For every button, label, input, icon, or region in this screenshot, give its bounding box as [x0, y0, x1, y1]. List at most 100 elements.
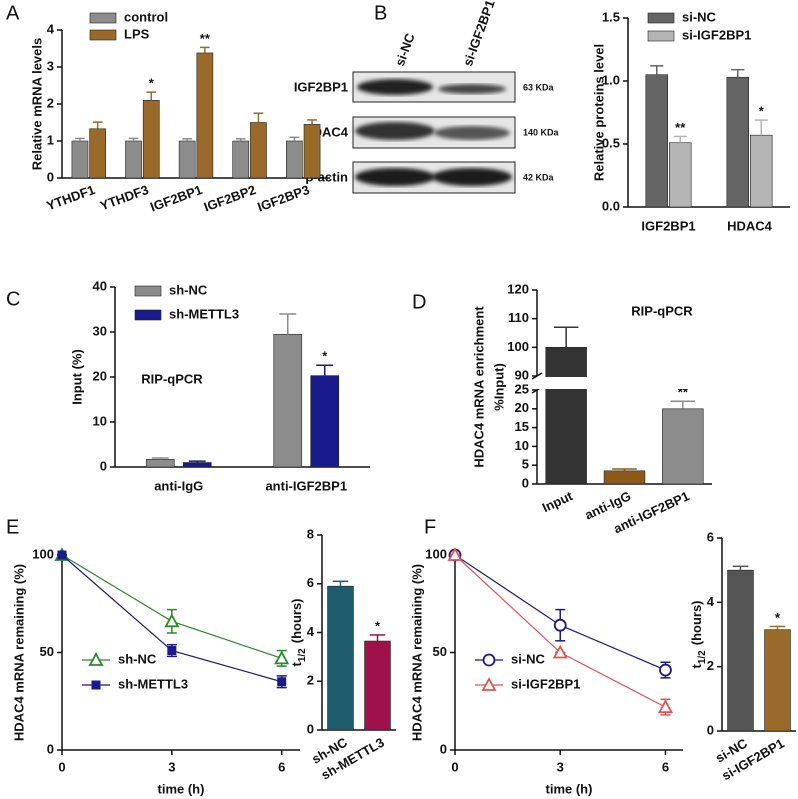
y-axis-label-subscript: 1/2 — [697, 650, 708, 664]
y-tick-label: 0.5 — [602, 135, 620, 150]
x-tick-label: anti-IgG — [154, 478, 203, 493]
panel-letter: B — [374, 2, 387, 24]
y-tick-label: 50 — [433, 644, 447, 659]
marker — [657, 699, 673, 713]
y-axis-label-unit: (hours) — [289, 598, 304, 643]
x-tick-label: 0 — [451, 759, 458, 774]
error-bar — [200, 46, 210, 53]
y-tick-label: 0 — [100, 458, 107, 473]
x-tick-label: 6 — [662, 759, 669, 774]
bar — [232, 140, 250, 179]
y-axis-label-main: t — [289, 662, 304, 667]
y-tick-label: 25 — [515, 381, 529, 396]
error-bar — [253, 112, 264, 123]
legend-label: si-IGF2BP1 — [682, 27, 751, 42]
blot-band — [434, 126, 510, 140]
x-axis-label: time (h) — [158, 781, 205, 796]
error-bar — [332, 580, 349, 587]
legend-label: sh-NC — [169, 282, 208, 297]
y-tick-label: 0 — [522, 475, 529, 490]
significance-label: ** — [678, 385, 689, 400]
y-axis-label: HDAC4 mRNA enrichment — [471, 306, 486, 468]
significance-label: * — [759, 103, 765, 118]
legend-label: si-IGF2BP1 — [511, 676, 580, 691]
western-blot: si-NC si-IGF2BP1 IGF2BP1 HDAC4 β-actin 6… — [294, 0, 560, 194]
x-tick-label: YTHDF3 — [98, 182, 151, 213]
legend-marker — [481, 677, 497, 691]
y-tick-label: 90 — [515, 367, 529, 382]
y-axis-label: HDAC4 mRNA remaining (%) — [11, 564, 26, 741]
y-axis-label: Relative proteins level — [591, 44, 606, 181]
y-tick-label: 0 — [47, 169, 54, 184]
y-tick-label: 6 — [707, 529, 714, 544]
y-tick-label: 2 — [307, 673, 314, 688]
error-bar — [128, 137, 139, 141]
blot-band — [355, 168, 435, 186]
error-bar — [612, 468, 637, 471]
blot-band — [438, 84, 506, 94]
y-axis-label: %Input) — [491, 363, 506, 411]
annotation: RIP-qPCR — [631, 303, 693, 318]
error-bar — [731, 68, 745, 78]
error-bar — [650, 65, 664, 75]
error-bar — [307, 119, 317, 125]
y-tick-label: 20 — [93, 368, 107, 383]
y-axis-label-subscript: 1/2 — [297, 648, 308, 662]
blot-band — [357, 79, 433, 95]
y-tick-label: 50 — [40, 644, 54, 659]
blot-band — [355, 122, 435, 140]
significance-label: ** — [200, 31, 211, 46]
marker — [277, 677, 287, 687]
blot-band — [432, 168, 512, 186]
x-tick-label: 3 — [557, 759, 564, 774]
bar — [286, 140, 303, 179]
error-bar — [553, 326, 579, 348]
bar — [726, 76, 749, 208]
y-tick-label: 100 — [507, 339, 529, 354]
marker — [553, 618, 567, 632]
error-bar — [732, 565, 749, 571]
y-tick-label: 1.5 — [602, 9, 620, 24]
bar — [303, 124, 321, 179]
y-tick-label: 100 — [32, 546, 54, 561]
error-bar — [279, 313, 297, 335]
size-label: 140 KDa — [523, 127, 560, 137]
bar — [182, 462, 212, 468]
legend-label: si-NC — [511, 651, 546, 666]
error-bar — [673, 135, 687, 143]
panel-letter: A — [6, 2, 20, 24]
x-tick-label: IGF2BP2 — [202, 182, 258, 215]
legend-marker — [482, 653, 496, 667]
y-axis-label-unit: (hours) — [689, 600, 704, 645]
x-tick-label: HDAC4 — [727, 218, 773, 233]
y-axis-label: t1/2 (hours) — [689, 600, 707, 668]
error-bar — [188, 460, 206, 463]
y-tick-label: 120 — [507, 281, 529, 296]
error-bar — [146, 91, 157, 101]
x-tick-label: IGF2BP3 — [255, 182, 311, 215]
error-bar — [369, 634, 386, 642]
bar — [250, 122, 267, 179]
marker — [167, 646, 177, 656]
error-bar — [754, 119, 768, 136]
marker — [57, 550, 67, 560]
significance-label: * — [775, 610, 781, 625]
y-tick-label: 10 — [515, 438, 529, 453]
bar — [71, 140, 89, 179]
size-label: 63 KDa — [523, 82, 555, 92]
legend-label: LPS — [124, 26, 150, 41]
significance-label: * — [375, 618, 381, 633]
lane-label: si-IGF2BP1 — [460, 0, 498, 68]
size-label: 42 KDa — [523, 172, 555, 182]
legend-swatch — [647, 12, 675, 24]
bar — [310, 375, 340, 468]
error-bar — [151, 457, 169, 460]
y-tick-label: 0 — [707, 722, 714, 737]
x-tick-label: anti-IGF2BP1 — [265, 478, 347, 493]
lane-label: si-NC — [392, 31, 418, 69]
bar — [142, 100, 160, 179]
marker — [659, 663, 672, 677]
x-tick-label: IGF2BP1 — [641, 218, 695, 233]
y-tick-label: 4 — [707, 594, 715, 609]
